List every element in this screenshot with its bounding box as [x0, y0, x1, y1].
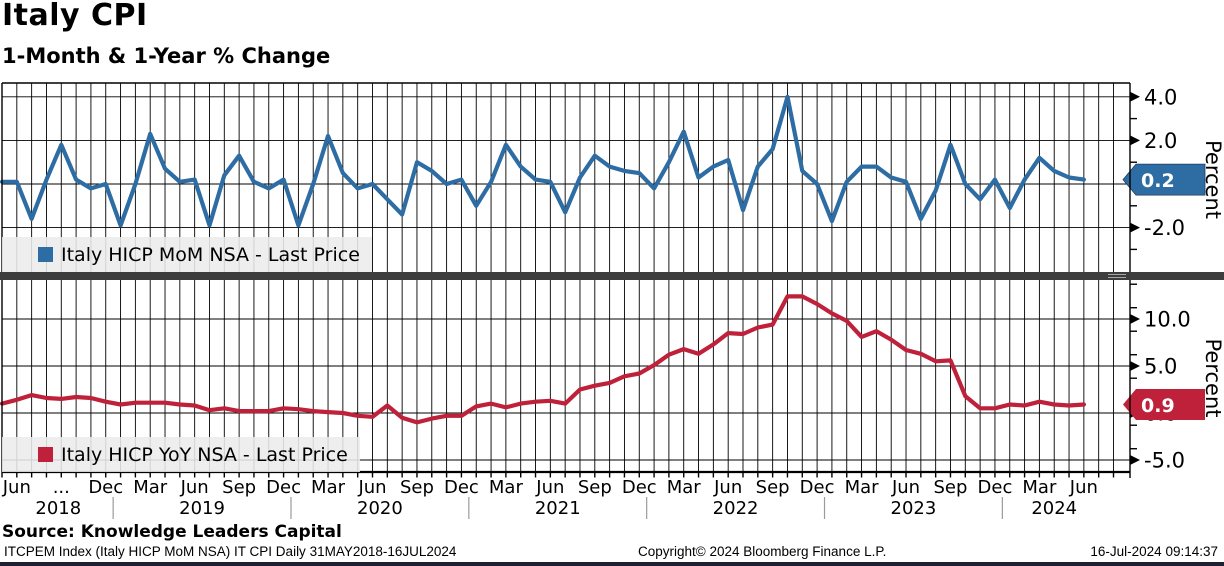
y-axis-tick-label: 10.0	[1144, 308, 1191, 332]
window-edge-strip	[0, 562, 1224, 566]
page-subtitle: 1-Month & 1-Year % Change	[2, 44, 331, 68]
y-axis-tick-label: 2.0	[1144, 129, 1177, 153]
legend-mom-label: Italy HICP MoM NSA - Last Price	[61, 243, 360, 266]
x-axis-year-label: 2024	[1031, 498, 1077, 519]
x-axis-month-label: Jun	[357, 477, 386, 498]
copyright-text: Copyright© 2024 Bloomberg Finance L.P.	[638, 544, 887, 559]
x-axis-year-label: 2018	[35, 498, 81, 519]
bottom-series-line	[0, 294, 1087, 425]
x-axis-month-label: Jun	[891, 477, 920, 498]
x-axis-month-label: Jun	[2, 477, 31, 498]
x-axis-month-label: Sep	[222, 477, 256, 498]
x-axis-month-label: Sep	[934, 477, 968, 498]
y-axis-title: Percent	[1201, 338, 1224, 417]
x-axis-month-label: Dec	[88, 477, 123, 498]
x-axis-month-label: Mar	[311, 477, 346, 498]
x-axis-month-label: Jun	[180, 477, 209, 498]
y-axis-tick-label: 4.0	[1144, 85, 1177, 109]
x-axis-month-label: Sep	[578, 477, 612, 498]
source-caption: Source: Knowledge Leaders Capital	[2, 522, 342, 542]
y-axis-tick-label: 5.0	[1144, 355, 1177, 379]
x-axis-month-label: Mar	[1022, 477, 1057, 498]
top-last-price-flag: 0.2	[1122, 163, 1206, 196]
x-axis-month-label: Dec	[622, 477, 657, 498]
ticker-info: ITCPEM Index (Italy HICP MoM NSA) IT CPI…	[4, 544, 457, 559]
svg-text:0.2: 0.2	[1141, 170, 1175, 192]
bottom-last-price-flag: 0.9	[1123, 389, 1205, 421]
x-axis-year-label: 2020	[357, 498, 403, 519]
x-axis-month-label: Mar	[489, 477, 524, 498]
y-axis-title: Percent	[1201, 140, 1224, 219]
x-axis-month-label: Jun	[713, 477, 742, 498]
y-axis-tick-label: -2.0	[1144, 216, 1185, 240]
x-axis-month-label: Sep	[400, 477, 434, 498]
x-axis-month-label: Jun	[535, 477, 564, 498]
svg-text:0.9: 0.9	[1141, 395, 1175, 417]
y-axis-tick-label: -5.0	[1144, 449, 1185, 473]
top-series-line	[0, 94, 1087, 228]
legend-yoy[interactable]: Italy HICP YoY NSA - Last Price	[2, 437, 360, 472]
legend-mom[interactable]: Italy HICP MoM NSA - Last Price	[2, 237, 372, 272]
x-axis-month-label: Dec	[800, 477, 835, 498]
timestamp: 16-Jul-2024 09:14:37	[1090, 544, 1218, 559]
x-axis-month-label: Mar	[667, 477, 702, 498]
mom-series-swatch-icon	[38, 247, 53, 262]
x-axis-month-label: Jun	[1069, 477, 1098, 498]
legend-yoy-label: Italy HICP YoY NSA - Last Price	[61, 443, 348, 466]
x-axis-month-label: Dec	[978, 477, 1013, 498]
x-axis-year-label: 2021	[535, 498, 581, 519]
yoy-series-swatch-icon	[38, 447, 53, 462]
x-axis-year-label: 2022	[713, 498, 759, 519]
x-axis-month-label: Mar	[133, 477, 168, 498]
panel-divider[interactable]	[0, 272, 1224, 280]
x-axis-month-label: Dec	[266, 477, 301, 498]
x-axis-year-label: 2019	[179, 498, 225, 519]
horizontal-gridlines	[2, 96, 1130, 229]
x-axis-month-label: Sep	[756, 477, 790, 498]
x-axis-month-label: ...	[53, 477, 70, 498]
page-title: Italy CPI	[2, 0, 148, 33]
x-axis-month-label: Mar	[845, 477, 880, 498]
x-axis-year-label: 2023	[891, 498, 937, 519]
x-axis-month-label: Dec	[444, 477, 479, 498]
